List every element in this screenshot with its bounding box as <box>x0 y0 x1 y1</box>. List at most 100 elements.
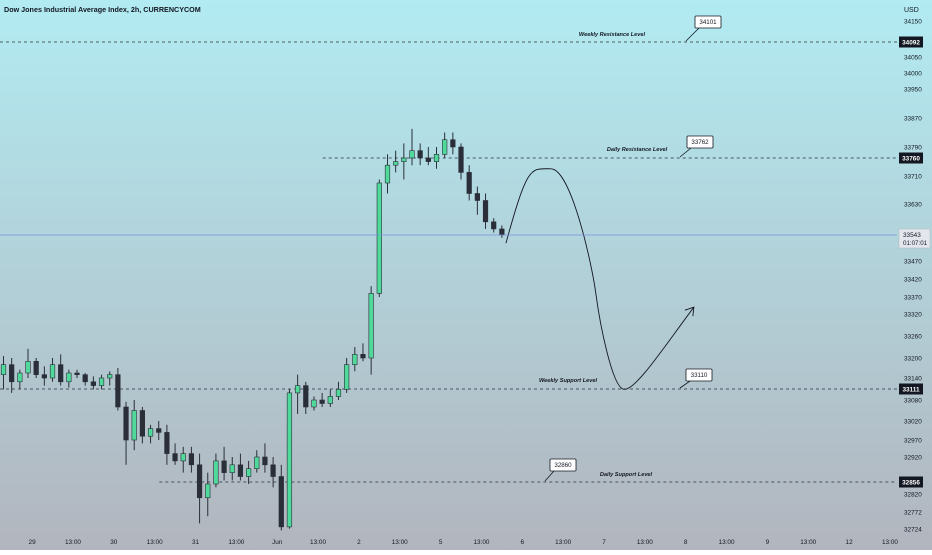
candle-body-bullish <box>229 464 235 473</box>
candle <box>303 381 309 414</box>
candle-body-bullish <box>295 385 301 394</box>
candle-body-bearish <box>417 150 423 159</box>
x-tick-label: 5 <box>439 539 443 546</box>
last-price-countdown: 01:07:01 <box>903 240 928 247</box>
y-tick-label: 33080 <box>904 397 922 404</box>
callout-pointer <box>685 27 700 42</box>
candle <box>246 460 252 484</box>
chart-title: Dow Jones Industrial Average Index, 2h, … <box>4 5 201 14</box>
candle-body-bullish <box>401 157 407 162</box>
candle-body-bullish <box>393 161 399 166</box>
candle <box>270 457 276 488</box>
currency-label: USD <box>904 7 919 14</box>
level-name: Daily Resistance Level <box>607 147 668 153</box>
level-price-tag <box>899 476 923 488</box>
candle-body-bullish <box>107 374 113 379</box>
candle-body-bullish <box>49 364 56 379</box>
level-weekly-resistance-level: Weekly Resistance Level 34101 <box>0 15 897 43</box>
x-tick-label: 13:00 <box>310 539 326 546</box>
candle-body-bullish <box>147 428 154 437</box>
candle-body-bullish <box>327 396 333 404</box>
x-tick-label: 13:00 <box>147 539 163 546</box>
y-tick-label: 33200 <box>904 355 922 362</box>
y-tick-label: 33020 <box>904 418 922 425</box>
x-tick-label: 13:00 <box>882 539 898 546</box>
level-name: Weekly Resistance Level <box>579 32 646 38</box>
candle <box>393 150 399 173</box>
candle <box>9 358 15 393</box>
levels-layer: Weekly Resistance Level 34101 Daily Resist… <box>0 15 897 483</box>
candle <box>352 347 358 372</box>
candle <box>147 424 154 444</box>
candle-body-bearish <box>188 453 195 466</box>
x-tick-label: 13:00 <box>555 539 571 546</box>
candle-body-bearish <box>491 221 497 230</box>
candle-body-bullish <box>17 372 23 383</box>
x-tick-label: 30 <box>110 539 118 546</box>
candle <box>384 154 391 194</box>
candle <box>164 424 170 465</box>
projection-layer <box>505 168 695 390</box>
candle-body-bullish <box>254 456 260 470</box>
candle <box>131 400 137 451</box>
candle-body-bearish <box>270 464 276 477</box>
candle-body-bullish <box>335 389 342 397</box>
x-tick-label: 8 <box>684 539 688 546</box>
x-tick-label: Jun <box>272 539 283 546</box>
callout-value: 32860 <box>554 462 572 469</box>
candle <box>49 358 56 382</box>
x-tick-label: 12 <box>846 539 854 546</box>
candle <box>286 389 293 529</box>
y-axis[interactable]: 34150 34050 34000 33950 33870 33790 33710 33630… <box>898 18 931 533</box>
y-tick-label: 32724 <box>904 526 922 533</box>
y-tick-label: 34150 <box>904 18 922 25</box>
candle <box>58 354 64 386</box>
candle <box>237 453 244 481</box>
candle <box>123 401 129 465</box>
candle-body-bearish <box>425 157 431 162</box>
candle <box>98 374 105 390</box>
x-tick-label: 9 <box>766 539 770 546</box>
candle-body-bearish <box>466 172 472 194</box>
candle <box>41 366 47 386</box>
candle-body-bullish <box>368 293 374 359</box>
candle-body-bullish <box>376 182 382 294</box>
y-tick-label: 33630 <box>904 201 922 208</box>
candle-body-bullish <box>384 164 391 184</box>
x-axis[interactable]: 29 13:00 30 13:00 31 13:00 Jun 13:00 2 13:00 5 13:0… <box>29 539 899 546</box>
candle-body-bearish <box>221 460 227 473</box>
candle <box>409 128 415 166</box>
callout-pointer <box>679 147 692 158</box>
candle-body-bullish <box>25 361 31 374</box>
candle <box>376 179 382 297</box>
candle-body-bearish <box>499 228 505 236</box>
candle <box>74 369 80 378</box>
level-price-tag <box>899 36 923 48</box>
candle-body-bullish <box>66 372 72 383</box>
candle-body-bearish <box>450 139 456 148</box>
x-tick-label: 13:00 <box>228 539 244 546</box>
candles-layer <box>0 128 505 531</box>
y-tick-label: 32920 <box>904 454 922 461</box>
y-tick-label: 34050 <box>904 54 922 61</box>
level-price-tag-text: 33111 <box>902 386 920 393</box>
candle <box>107 371 113 386</box>
candle <box>0 356 7 390</box>
callout-value: 34101 <box>699 19 717 26</box>
candle <box>17 369 23 390</box>
x-tick-label: 13:00 <box>473 539 489 546</box>
candle <box>25 348 31 378</box>
candle-body-bearish <box>33 361 39 375</box>
candle <box>33 358 39 378</box>
candle-body-bullish <box>409 150 415 159</box>
candle-body-bearish <box>41 374 47 379</box>
last-price-tag-bg <box>898 228 931 249</box>
candle-body-bullish <box>131 410 137 441</box>
projection-path <box>505 168 695 390</box>
y-tick-label: 33140 <box>904 375 922 382</box>
callout-box <box>549 458 577 472</box>
candle <box>344 358 350 393</box>
